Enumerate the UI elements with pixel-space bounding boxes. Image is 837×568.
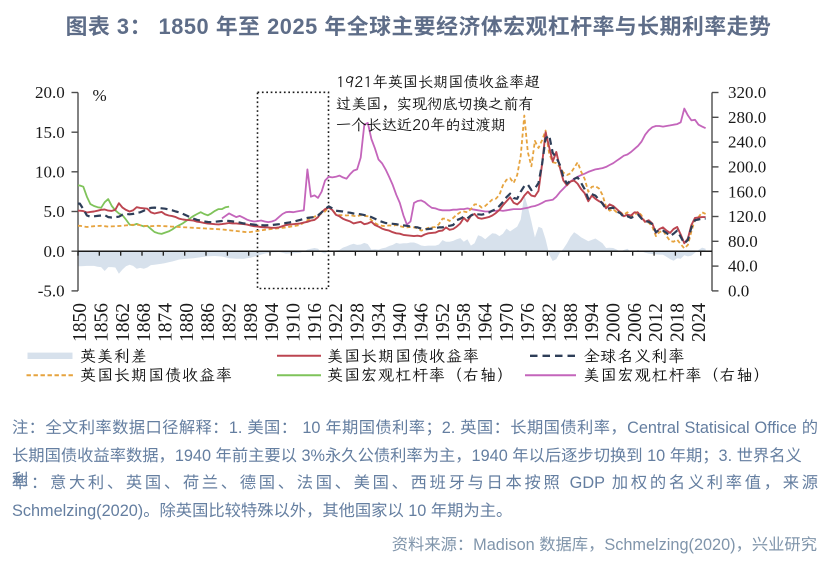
svg-text:1892: 1892 xyxy=(219,303,240,342)
svg-text:2024: 2024 xyxy=(689,303,710,342)
svg-text:1868: 1868 xyxy=(134,303,155,342)
svg-text:1898: 1898 xyxy=(241,303,262,342)
svg-text:1952: 1952 xyxy=(433,303,454,342)
svg-text:英国宏观杠杆率（右轴）: 英国宏观杠杆率（右轴） xyxy=(327,364,514,386)
svg-text:英国长期国债收益率: 英国长期国债收益率 xyxy=(80,364,233,386)
svg-text:15.0: 15.0 xyxy=(35,123,65,142)
svg-text:1970: 1970 xyxy=(497,303,518,342)
svg-text:2000: 2000 xyxy=(604,303,625,342)
svg-text:120.0: 120.0 xyxy=(728,207,766,226)
svg-text:320.0: 320.0 xyxy=(728,83,766,102)
svg-text:2012: 2012 xyxy=(646,303,667,342)
svg-text:200.0: 200.0 xyxy=(728,158,766,177)
svg-text:1880: 1880 xyxy=(177,303,198,342)
svg-text:1910: 1910 xyxy=(283,303,304,342)
svg-text:1958: 1958 xyxy=(454,303,475,342)
svg-text:1928: 1928 xyxy=(347,303,368,342)
svg-text:2018: 2018 xyxy=(668,303,689,342)
svg-text:0.0: 0.0 xyxy=(728,282,749,301)
svg-text:全球名义利率: 全球名义利率 xyxy=(584,344,686,366)
svg-text:%: % xyxy=(93,86,107,105)
svg-text:1862: 1862 xyxy=(113,303,134,342)
svg-text:160.0: 160.0 xyxy=(728,182,766,201)
svg-text:-5.0: -5.0 xyxy=(38,282,65,301)
svg-text:1982: 1982 xyxy=(540,303,561,342)
svg-text:1994: 1994 xyxy=(582,303,603,342)
svg-text:1916: 1916 xyxy=(305,303,326,342)
svg-text:1856: 1856 xyxy=(91,303,112,342)
svg-text:英美利差: 英美利差 xyxy=(80,344,148,366)
svg-text:1976: 1976 xyxy=(518,303,539,342)
svg-text:240.0: 240.0 xyxy=(728,133,766,152)
svg-text:1964: 1964 xyxy=(476,303,497,342)
svg-text:1940: 1940 xyxy=(390,303,411,342)
svg-text:美国宏观杠杆率（右轴）: 美国宏观杠杆率（右轴） xyxy=(584,364,771,386)
svg-text:5.0: 5.0 xyxy=(43,202,64,221)
svg-text:280.0: 280.0 xyxy=(728,108,766,127)
svg-text:1934: 1934 xyxy=(369,303,390,342)
svg-text:1904: 1904 xyxy=(262,303,283,342)
svg-text:1886: 1886 xyxy=(198,303,219,342)
svg-text:0.0: 0.0 xyxy=(43,242,64,261)
svg-text:1874: 1874 xyxy=(155,303,176,342)
svg-text:1922: 1922 xyxy=(326,303,347,342)
svg-text:40.0: 40.0 xyxy=(728,257,758,276)
svg-text:1988: 1988 xyxy=(561,303,582,342)
svg-text:2006: 2006 xyxy=(625,303,646,342)
svg-text:20.0: 20.0 xyxy=(35,83,65,102)
svg-text:80.0: 80.0 xyxy=(728,232,758,251)
svg-text:1946: 1946 xyxy=(412,303,433,342)
svg-text:10.0: 10.0 xyxy=(35,162,65,181)
svg-text:1850: 1850 xyxy=(70,303,91,342)
svg-text:美国长期国债收益率: 美国长期国债收益率 xyxy=(327,344,480,366)
